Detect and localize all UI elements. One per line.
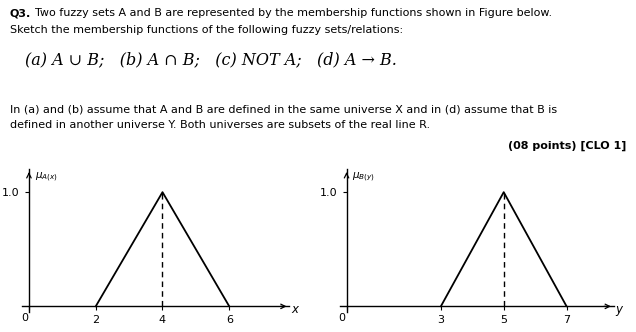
Text: 0: 0 xyxy=(338,313,345,323)
Text: defined in another universe Y. Both universes are subsets of the real line R.: defined in another universe Y. Both univ… xyxy=(10,120,430,130)
Text: In (a) and (b) assume that A and B are defined in the same universe X and in (d): In (a) and (b) assume that A and B are d… xyxy=(10,105,556,115)
Text: (08 points) [CLO 1]: (08 points) [CLO 1] xyxy=(508,141,626,151)
Text: Q3.: Q3. xyxy=(10,8,31,18)
Text: Sketch the membership functions of the following fuzzy sets/relations:: Sketch the membership functions of the f… xyxy=(10,25,403,35)
Text: (a) A ∪ B;   (b) A ∩ B;   (c) NOT A;   (d) A → B.: (a) A ∪ B; (b) A ∩ B; (c) NOT A; (d) A →… xyxy=(25,51,398,68)
Text: y: y xyxy=(615,303,622,316)
Text: $\mu_{B(y)}$: $\mu_{B(y)}$ xyxy=(352,170,375,184)
Text: $\mu_{A(x)}$: $\mu_{A(x)}$ xyxy=(35,170,58,184)
Text: 0: 0 xyxy=(22,313,29,323)
Text: Two fuzzy sets A and B are represented by the membership functions shown in Figu: Two fuzzy sets A and B are represented b… xyxy=(35,8,552,18)
Text: x: x xyxy=(291,303,298,316)
